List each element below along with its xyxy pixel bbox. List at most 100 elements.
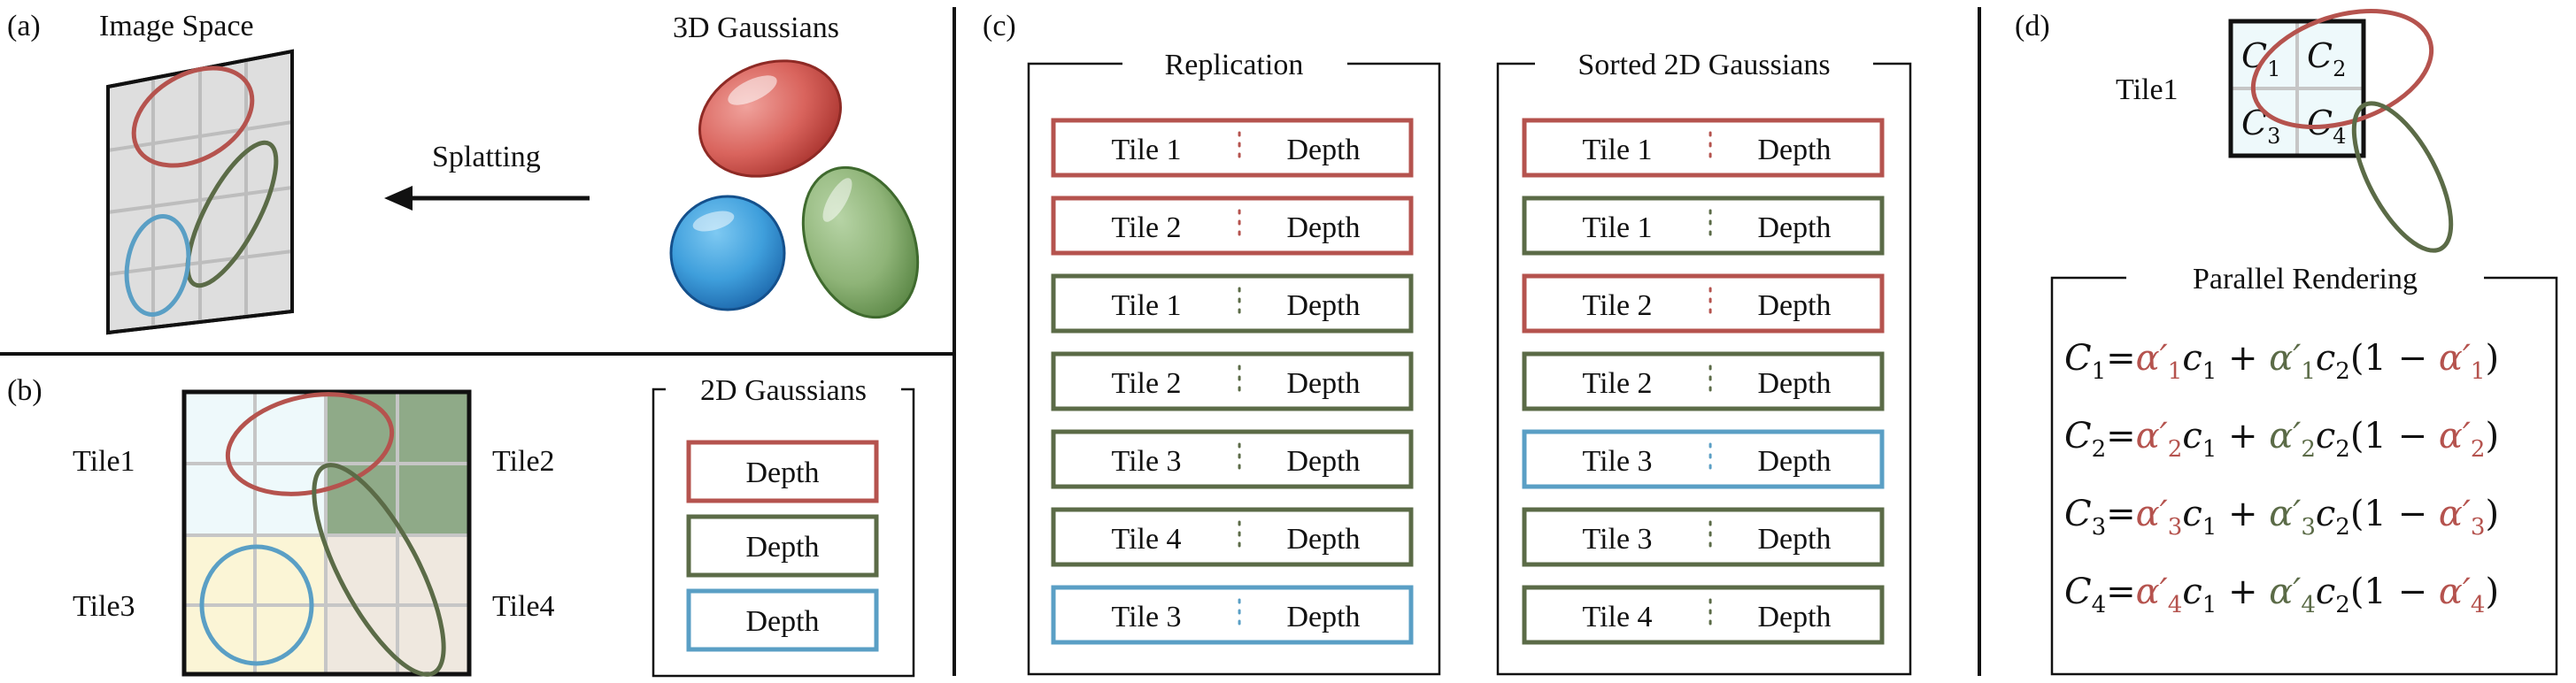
row-depth: Depth — [1757, 134, 1831, 166]
cell-c2: C2 — [2307, 36, 2346, 81]
legend-box-green — [686, 514, 879, 578]
equation-c2: C2=α′2c1 + α′2c2(1 − α′2) — [2064, 416, 2499, 463]
row-depth: Depth — [1757, 601, 1831, 633]
panel-b-label: (b) — [7, 374, 42, 407]
row-box — [1522, 351, 1885, 411]
row-box — [1522, 273, 1885, 334]
row-box — [1051, 273, 1414, 334]
row-box — [1051, 429, 1414, 489]
splat-blue — [124, 214, 191, 317]
list-row: Tile 1 Depth — [1051, 118, 1414, 178]
panel-d: (d) Tile1 C1 C2 C3 C4 Parallel Rendering… — [2015, 9, 2558, 676]
parallel-rendering-title: Parallel Rendering — [2193, 263, 2418, 295]
tile1-zoom: C1 C2 C3 C4 — [2228, 9, 2454, 253]
row-tile: Tile 3 — [1583, 445, 1653, 478]
row-box — [1051, 351, 1414, 411]
row-tile: Tile 3 — [1112, 601, 1182, 633]
row-box — [1051, 118, 1414, 178]
row-box — [1522, 196, 1885, 256]
zoom-splat-green — [2351, 101, 2454, 253]
row-depth: Depth — [1286, 445, 1360, 478]
tile-grid — [181, 389, 472, 677]
cell-c1: C1 — [2241, 36, 2280, 81]
list-row: Tile 2 Depth — [1522, 351, 1885, 411]
row-tile: Tile 2 — [1112, 211, 1182, 244]
equation-c1: C1=α′1c1 + α′1c2(1 − α′1) — [2064, 338, 2499, 385]
list-row: Tile 2 Depth — [1522, 273, 1885, 334]
tile1-zoom-label: Tile1 — [2116, 73, 2179, 106]
image-space-title: Image Space — [99, 10, 254, 42]
panel-a-label: (a) — [7, 10, 41, 42]
sorted-list: Sorted 2D Gaussians Tile 1 Depth Tile 1 Dep… — [1496, 49, 1912, 676]
row-tile: Tile 2 — [1583, 289, 1653, 322]
panel-c-label: (c) — [983, 10, 1016, 42]
row-depth: Depth — [1286, 367, 1360, 400]
row-tile: Tile 1 — [1112, 134, 1182, 166]
row-box — [1522, 585, 1885, 645]
row-depth: Depth — [1286, 289, 1360, 322]
row-box — [1522, 118, 1885, 178]
row-tile: Tile 3 — [1112, 445, 1182, 478]
cell-c4: C4 — [2307, 104, 2346, 149]
tile-splat-green — [312, 463, 446, 677]
list-row: Tile 1 Depth — [1522, 118, 1885, 178]
splat-red — [131, 65, 255, 168]
list-row: Tile 3 Depth — [1522, 507, 1885, 567]
gaussian-3d-green — [801, 165, 920, 319]
gaussians-3d-title: 3D Gaussians — [673, 12, 839, 44]
replication-title: Replication — [1165, 49, 1304, 81]
row-depth: Depth — [1757, 523, 1831, 556]
panel-d-label: (d) — [2015, 10, 2050, 42]
row-tile: Tile 2 — [1112, 367, 1182, 400]
legend-title: 2D Gaussians — [700, 374, 867, 407]
row-box — [1051, 196, 1414, 256]
zoom-splat-red — [2250, 9, 2434, 129]
row-tile: Tile 1 — [1112, 289, 1182, 322]
legend-item-label: Depth — [745, 531, 819, 564]
equation-c4: C4=α′4c1 + α′4c2(1 − α′4) — [2064, 572, 2499, 618]
row-depth: Depth — [1286, 134, 1360, 166]
list-row: Tile 2 Depth — [1051, 351, 1414, 411]
splatting-label: Splatting — [432, 141, 541, 173]
list-row: Tile 3 Depth — [1051, 585, 1414, 645]
legend-box-red — [686, 440, 879, 503]
panel-a: (a) Image Space 3D Gaussians Splatting — [7, 10, 920, 335]
row-box — [1522, 429, 1885, 489]
gaussians-3d — [669, 59, 920, 319]
tile4-label: Tile4 — [492, 590, 555, 623]
row-box — [1522, 507, 1885, 567]
row-depth: Depth — [1757, 211, 1831, 244]
legend-item-label: Depth — [745, 457, 819, 489]
row-depth: Depth — [1286, 601, 1360, 633]
splatting-arrow: Splatting — [384, 141, 590, 211]
row-depth: Depth — [1757, 289, 1831, 322]
row-tile: Tile 1 — [1583, 134, 1653, 166]
list-row: Tile 2 Depth — [1051, 196, 1414, 256]
tile-splat-blue — [199, 544, 314, 666]
list-row: Tile 3 Depth — [1522, 429, 1885, 489]
row-tile: Tile 3 — [1583, 523, 1653, 556]
equation-c3: C3=α′3c1 + α′3c2(1 − α′3) — [2064, 494, 2499, 541]
tile-splat-red — [225, 392, 395, 496]
row-depth: Depth — [1757, 367, 1831, 400]
row-tile: Tile 4 — [1112, 523, 1182, 556]
sorted-title: Sorted 2D Gaussians — [1577, 49, 1830, 81]
row-tile: Tile 1 — [1583, 211, 1653, 244]
panel-b: (b) Tile1 Tile2 Tile3 Tile4 2 — [7, 374, 915, 678]
row-box — [1051, 507, 1414, 567]
row-depth: Depth — [1286, 523, 1360, 556]
tile3-label: Tile3 — [73, 590, 135, 623]
legend-box-blue — [686, 588, 879, 652]
row-depth: Depth — [1757, 445, 1831, 478]
list-row: Tile 3 Depth — [1051, 429, 1414, 489]
list-row: Tile 4 Depth — [1051, 507, 1414, 567]
tile1-label: Tile1 — [73, 445, 135, 478]
legend-item-label: Depth — [745, 605, 819, 638]
tile2-label: Tile2 — [492, 445, 555, 478]
splat-green — [185, 140, 279, 288]
legend-2d-gaussians: 2D Gaussians Depth Depth Depth — [652, 374, 915, 678]
image-plane — [106, 49, 294, 335]
